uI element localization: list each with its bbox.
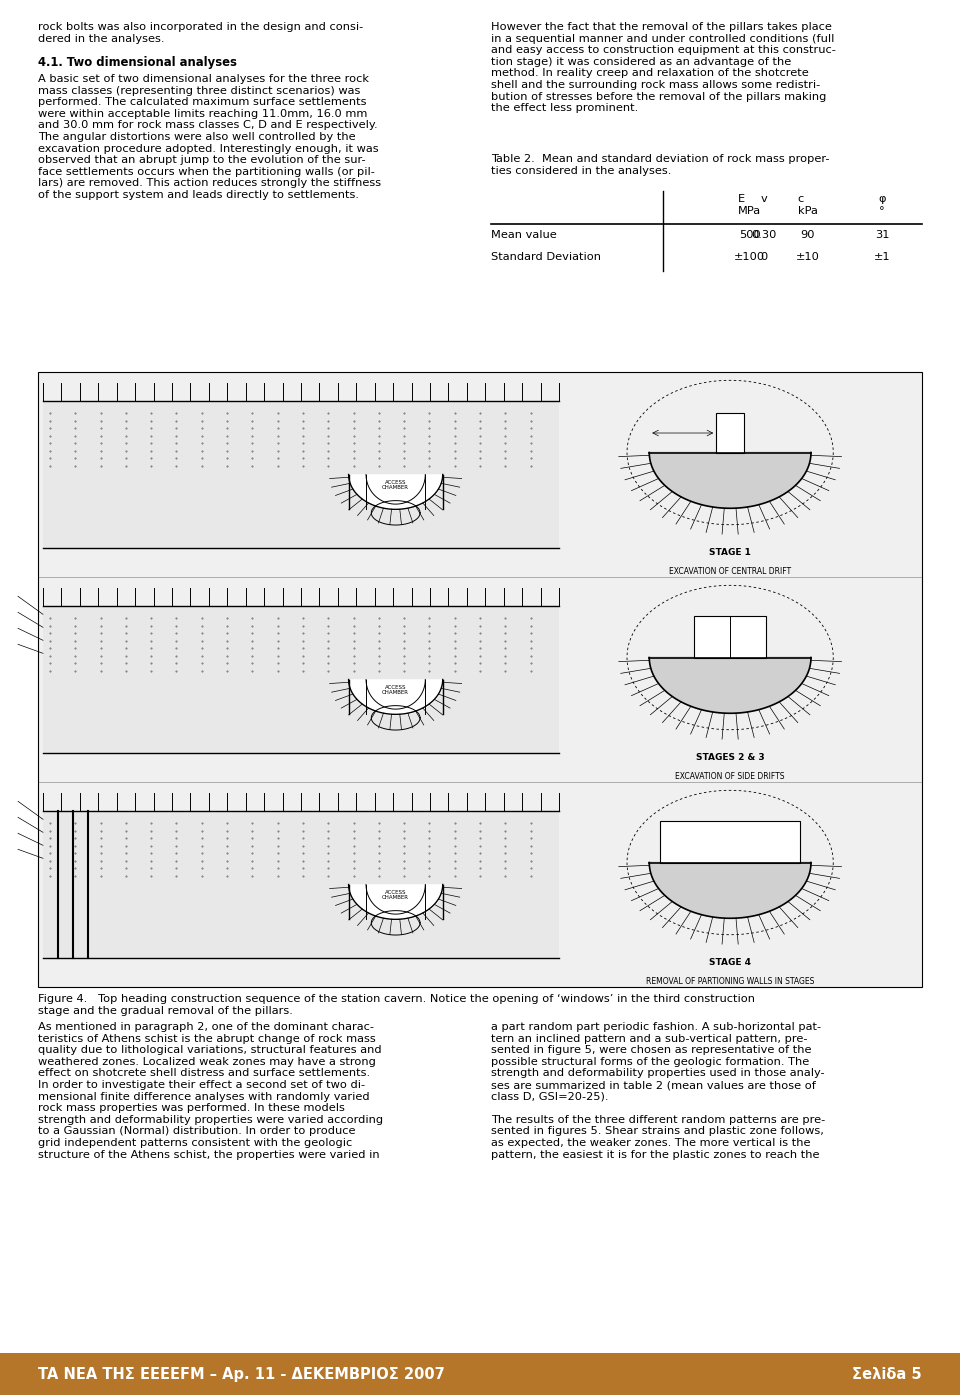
Text: STAGE 1: STAGE 1 (709, 548, 751, 557)
Bar (660, 820, 800, 862)
Text: c
kPa: c kPa (798, 194, 818, 216)
Text: 90: 90 (801, 230, 815, 240)
Bar (43, 812, 559, 958)
Bar (43, 402, 559, 548)
Text: 31: 31 (875, 230, 889, 240)
Text: a part random part periodic fashion. A sub-horizontal pat-
tern an inclined patt: a part random part periodic fashion. A s… (491, 1023, 826, 1159)
Text: ACCESS
CHAMBER: ACCESS CHAMBER (382, 480, 409, 491)
Bar (38, 372, 922, 988)
Text: 4.1. Two dimensional analyses: 4.1. Two dimensional analyses (38, 56, 237, 68)
Text: However the fact that the removal of the pillars takes place
in a sequential man: However the fact that the removal of the… (491, 22, 836, 113)
Text: φ
°: φ ° (878, 194, 886, 216)
Bar (694, 615, 766, 657)
Text: ±1: ±1 (874, 252, 891, 262)
Text: v: v (760, 194, 767, 204)
Text: Figure 4.   Top heading construction sequence of the station cavern. Notice the : Figure 4. Top heading construction seque… (38, 995, 755, 1016)
Text: EXCAVATION OF CENTRAL DRIFT: EXCAVATION OF CENTRAL DRIFT (669, 568, 791, 576)
Text: Mean value: Mean value (491, 230, 557, 240)
Text: A basic set of two dimensional analyses for the three rock
mass classes (represe: A basic set of two dimensional analyses … (38, 74, 381, 199)
Polygon shape (649, 657, 811, 713)
Text: E
MPa: E MPa (738, 194, 761, 216)
Text: Σeλiδa 5: Σeλiδa 5 (852, 1367, 922, 1381)
Text: ±100: ±100 (734, 252, 765, 262)
Polygon shape (649, 452, 811, 508)
Polygon shape (649, 862, 811, 918)
Bar (0, 1353, 960, 1395)
Text: ACCESS
CHAMBER: ACCESS CHAMBER (382, 890, 409, 900)
Text: rock bolts was also incorporated in the design and consi-
dered in the analyses.: rock bolts was also incorporated in the … (38, 22, 363, 43)
Text: 0: 0 (760, 252, 767, 262)
Bar (716, 413, 744, 452)
Text: EXCAVATION OF SIDE DRIFTS: EXCAVATION OF SIDE DRIFTS (676, 773, 785, 781)
Bar (43, 607, 559, 753)
Text: 0.30: 0.30 (751, 230, 777, 240)
Text: STAGES 2 & 3: STAGES 2 & 3 (696, 753, 764, 762)
Text: Standard Deviation: Standard Deviation (491, 252, 601, 262)
Text: As mentioned in paragraph 2, one of the dominant charac-
teristics of Athens sch: As mentioned in paragraph 2, one of the … (38, 1023, 383, 1159)
Text: ±10: ±10 (796, 252, 820, 262)
Text: ACCESS
CHAMBER: ACCESS CHAMBER (382, 685, 409, 695)
Text: STAGE 4: STAGE 4 (709, 958, 751, 967)
Text: REMOVAL OF PARTIONING WALLS IN STAGES: REMOVAL OF PARTIONING WALLS IN STAGES (646, 978, 814, 986)
Text: 500: 500 (739, 230, 760, 240)
Text: Table 2.  Mean and standard deviation of rock mass proper-
ties considered in th: Table 2. Mean and standard deviation of … (491, 153, 829, 176)
Text: TA NEA THΣ EEEEFM – Ap. 11 - ΔEKEMBPIOΣ 2007: TA NEA THΣ EEEEFM – Ap. 11 - ΔEKEMBPIOΣ … (38, 1367, 444, 1381)
